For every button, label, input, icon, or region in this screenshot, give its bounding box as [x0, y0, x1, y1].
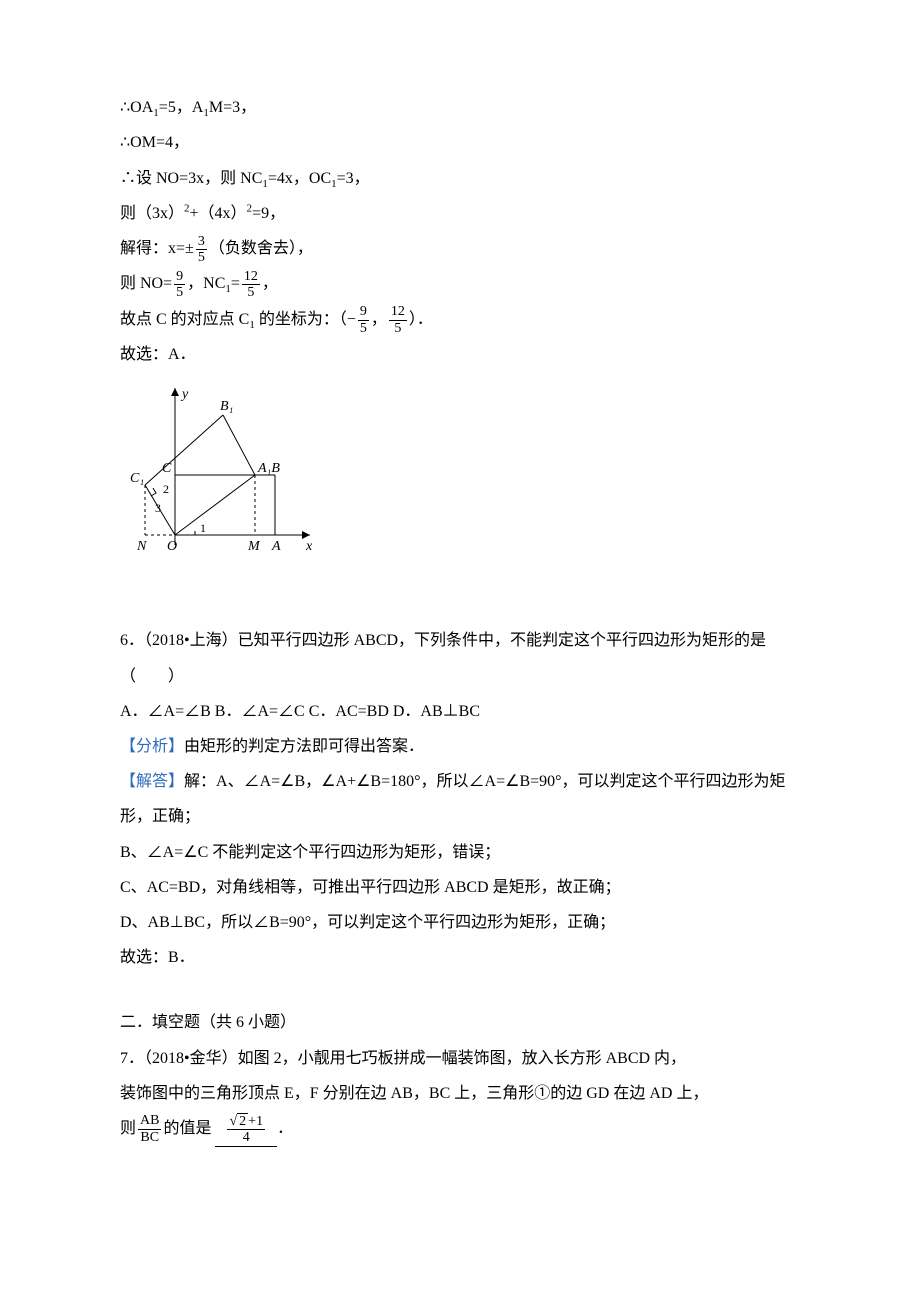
- svg-text:B₁: B₁: [220, 399, 233, 414]
- svg-text:C: C: [162, 461, 172, 476]
- q6-stem: 6．（2018•上海）已知平行四边形 ABCD，下列条件中，不能判定这个平行四边…: [120, 623, 800, 693]
- q6-answer-d: D、AB⊥BC，所以∠B=90°，可以判定这个平行四边形为矩形，正确；: [120, 905, 800, 940]
- svg-text:y: y: [180, 387, 189, 402]
- line-solve-x: 解得：x=±35（负数舍去），: [120, 231, 800, 266]
- svg-text:3: 3: [155, 501, 161, 515]
- line-no-nc1: 则 NO=95，NC1=125，: [120, 266, 800, 301]
- q6-choose: 故选：B．: [120, 940, 800, 975]
- answer-label: 【解答】: [120, 773, 184, 790]
- q6-analysis: 【分析】由矩形的判定方法即可得出答案．: [120, 729, 800, 764]
- coordinate-graph: y x B₁ A₁B C₁ C N O M A 2 3 1: [120, 380, 800, 573]
- q6-options: A．∠A=∠B B．∠A=∠C C．AC=BD D．AB⊥BC: [120, 694, 800, 729]
- line-oa1: ∴OA1=5，A1M=3，: [120, 90, 800, 125]
- q6-answer-b: B、∠A=∠C 不能判定这个平行四边形为矩形，错误；: [120, 835, 800, 870]
- q7-ratio-line: 则ABBC的值是 √2+1 4 ．: [120, 1111, 800, 1147]
- analysis-label: 【分析】: [120, 738, 184, 755]
- q7-answer-blank: √2+1 4: [215, 1111, 277, 1147]
- q6-answer-a: 【解答】解：A、∠A=∠B，∠A+∠B=180°，所以∠A=∠B=90°，可以判…: [120, 764, 800, 834]
- q7-stem-1: 7．（2018•金华）如图 2，小靓用七巧板拼成一幅装饰图，放入长方形 ABCD…: [120, 1041, 800, 1076]
- line-eq-9: 则（3x）2+（4x）2=9，: [120, 196, 800, 231]
- line-choose-a: 故选：A．: [120, 337, 800, 372]
- svg-text:O: O: [167, 539, 177, 554]
- svg-text:1: 1: [200, 521, 206, 535]
- section-2-heading: 二．填空题（共 6 小题）: [120, 1005, 800, 1040]
- svg-text:x: x: [305, 539, 313, 554]
- svg-text:N: N: [136, 539, 147, 554]
- line-c1-coord: 故点 C 的对应点 C1 的坐标为：（−95，125）．: [120, 302, 800, 337]
- svg-text:M: M: [247, 539, 261, 554]
- q7-stem-2: 装饰图中的三角形顶点 E，F 分别在边 AB，BC 上，三角形①的边 GD 在边…: [120, 1076, 800, 1111]
- svg-text:2: 2: [163, 482, 169, 496]
- svg-text:C₁: C₁: [130, 471, 144, 486]
- q6-answer-c: C、AC=BD，对角线相等，可推出平行四边形 ABCD 是矩形，故正确；: [120, 870, 800, 905]
- svg-text:A: A: [271, 539, 281, 554]
- line-om: ∴OM=4，: [120, 125, 800, 160]
- svg-text:A₁B: A₁B: [257, 461, 280, 476]
- line-set-no: ∴设 NO=3x，则 NC1=4x，OC1=3，: [120, 161, 800, 196]
